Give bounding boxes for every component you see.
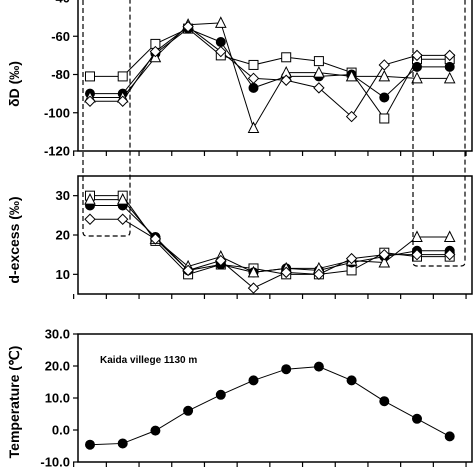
data-point xyxy=(345,252,358,265)
data-point xyxy=(313,268,325,281)
data-point xyxy=(444,61,455,72)
data-point xyxy=(149,233,162,245)
ylabel-delta-d: δD (‰) xyxy=(6,61,22,107)
y-tick-label: 20 xyxy=(56,228,70,243)
data-point xyxy=(183,405,194,416)
data-point xyxy=(247,282,260,294)
data-point xyxy=(85,71,95,82)
panel-delta-d: -120 -100 -80 -60 -40 xyxy=(44,0,473,159)
y-tick-label: 30.0 xyxy=(45,327,70,342)
ylabel-temperature: Temperature (℃) xyxy=(6,346,22,459)
y-tick-label: 0.0 xyxy=(52,423,70,438)
data-point xyxy=(313,82,325,94)
data-point xyxy=(378,248,391,261)
data-point xyxy=(247,265,260,278)
data-point xyxy=(215,36,226,47)
data-point xyxy=(378,255,391,268)
data-point xyxy=(411,248,423,261)
data-point xyxy=(215,45,227,58)
data-point xyxy=(116,213,129,225)
data-point xyxy=(313,361,324,372)
data-point xyxy=(281,52,292,63)
data-point xyxy=(182,20,194,33)
data-point xyxy=(412,413,422,424)
ylabel-d-excess: d-excess (‰) xyxy=(6,196,22,283)
data-point xyxy=(411,49,423,62)
plot-frame xyxy=(77,333,473,463)
data-point xyxy=(150,425,161,436)
data-point xyxy=(313,56,324,67)
data-point xyxy=(84,95,96,107)
data-point xyxy=(116,95,129,107)
data-point xyxy=(116,192,129,205)
data-point xyxy=(215,389,226,400)
data-point xyxy=(412,61,422,72)
data-point xyxy=(281,364,292,375)
series-line-1 xyxy=(90,205,450,273)
series-line-3 xyxy=(90,26,450,118)
data-point xyxy=(443,230,456,242)
data-point xyxy=(248,59,259,70)
data-point xyxy=(117,438,128,449)
data-point xyxy=(378,69,391,82)
data-point xyxy=(378,59,391,71)
y-tick-label: -60 xyxy=(51,29,70,44)
data-point xyxy=(444,431,455,442)
data-point xyxy=(443,248,456,261)
data-point xyxy=(443,71,456,84)
data-point xyxy=(247,72,260,85)
y-tick-label: 10.0 xyxy=(45,391,70,406)
dashed-highlight-boxes xyxy=(82,0,466,267)
data-point xyxy=(443,49,456,62)
station-annotation: Kaida villege 1130 m xyxy=(100,355,197,366)
dashed-box-winter-left xyxy=(82,0,131,237)
data-point xyxy=(280,74,292,86)
data-point xyxy=(379,113,390,124)
y-tick-label: -40 xyxy=(51,0,70,6)
data-point xyxy=(182,264,194,277)
data-point xyxy=(411,230,423,242)
data-point xyxy=(149,45,162,58)
data-point xyxy=(84,213,96,225)
data-point xyxy=(313,65,325,78)
data-point xyxy=(85,439,95,450)
data-point xyxy=(84,192,96,205)
data-point xyxy=(214,16,227,28)
data-point xyxy=(248,82,259,93)
data-point xyxy=(247,121,260,134)
data-point xyxy=(379,396,390,407)
dashed-box-winter-right xyxy=(412,0,466,267)
data-point xyxy=(248,375,259,386)
y-tick-label: 30 xyxy=(56,188,70,203)
y-tick-label: -80 xyxy=(51,67,70,82)
series-line-0 xyxy=(89,366,450,446)
series-line-2 xyxy=(90,199,450,273)
series-line-0 xyxy=(90,28,450,120)
data-point xyxy=(411,71,423,84)
series-line-0 xyxy=(90,195,450,275)
data-point xyxy=(345,69,358,82)
y-tick-label: 10 xyxy=(56,267,70,282)
y-tick-label: -120 xyxy=(44,144,70,159)
data-point xyxy=(215,254,227,267)
panel-temperature: -10.0 0.0 10.0 20.0 30.0 xyxy=(40,327,473,470)
series-line-2 xyxy=(90,22,450,130)
panel-d-excess: 10 20 30 xyxy=(56,175,473,299)
y-tick-label: -100 xyxy=(44,105,70,120)
data-point xyxy=(345,110,358,123)
data-point xyxy=(280,266,292,279)
series-line-1 xyxy=(90,28,450,99)
y-tick-label: 20.0 xyxy=(45,359,70,374)
data-point xyxy=(346,375,357,386)
y-tick-label: -10.0 xyxy=(40,455,70,470)
data-point xyxy=(117,71,128,82)
data-point xyxy=(379,92,390,103)
